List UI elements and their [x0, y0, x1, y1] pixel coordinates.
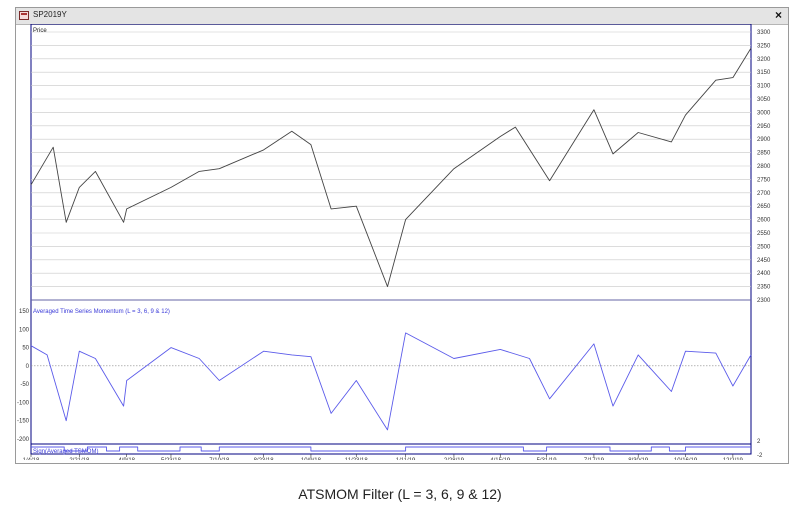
- series-line-price: [30, 47, 752, 288]
- close-button[interactable]: ×: [774, 8, 782, 22]
- y-tick-price-2900: 2900: [757, 137, 771, 143]
- panel-frame-price: [30, 24, 752, 301]
- series-line-sign: [31, 446, 751, 452]
- y-tick-price-3000: 3000: [757, 110, 771, 116]
- x-tick-label: 11/23/18: [345, 458, 369, 460]
- x-tick-label: 2/21/18: [69, 458, 90, 460]
- y-tick-price-3250: 3250: [757, 43, 771, 49]
- x-tick-label: 1/4/18: [23, 458, 40, 460]
- y-tick-price-2700: 2700: [757, 191, 771, 197]
- x-tick-label: 4/15/19: [490, 458, 511, 460]
- y-tick-price-2550: 2550: [757, 231, 771, 237]
- series-line-atsmom: [30, 332, 752, 431]
- y-tick-price-2650: 2650: [757, 204, 771, 210]
- y-tick-sign--2: -2: [757, 453, 763, 459]
- x-tick-label: 8/23/18: [254, 458, 275, 460]
- y-tick-price-2750: 2750: [757, 177, 771, 183]
- x-tick-label: 7/10/18: [209, 458, 230, 460]
- y-tick-atsmom--150: -150: [17, 419, 30, 425]
- panel-frame-atsmom: [30, 299, 752, 445]
- x-tick-label: 10/9/18: [301, 458, 322, 460]
- y-tick-atsmom--50: -50: [20, 382, 29, 388]
- y-tick-price-2500: 2500: [757, 244, 771, 250]
- x-tick-label: 7/17/19: [584, 458, 605, 460]
- y-tick-price-3100: 3100: [757, 84, 771, 90]
- y-tick-price-2400: 2400: [757, 271, 771, 277]
- y-tick-atsmom-100: 100: [19, 327, 30, 333]
- y-tick-price-2600: 2600: [757, 218, 771, 224]
- x-tick-label: 2/28/19: [444, 458, 465, 460]
- y-tick-price-2800: 2800: [757, 164, 771, 170]
- figure-caption: ATSMOM Filter (L = 3, 6, 9 & 12): [298, 486, 502, 502]
- x-tick-label: 8/30/19: [628, 458, 649, 460]
- y-tick-atsmom-50: 50: [22, 346, 29, 352]
- window-title: SP2019Y: [33, 10, 67, 19]
- chart-window: SP2019Y ×: [15, 7, 789, 464]
- y-tick-atsmom-0: 0: [26, 364, 30, 370]
- panel-label-atsmom: Averaged Time Series Momentum (L = 3, 6,…: [33, 309, 170, 315]
- x-tick-label: 1/11/19: [396, 458, 416, 460]
- chart-svg: Price 3300 3250 3200 3150 3100 3050 3000 2950 290…: [17, 24, 771, 460]
- panel-label-sign: Sign(Averaged TSMOM): [33, 449, 98, 455]
- x-tick-label: 5/23/18: [161, 458, 182, 460]
- y-tick-atsmom-150: 150: [19, 309, 30, 315]
- y-tick-price-2950: 2950: [757, 124, 771, 130]
- y-tick-price-2350: 2350: [757, 285, 771, 291]
- y-tick-atsmom--100: -100: [17, 400, 30, 406]
- y-tick-price-2300: 2300: [757, 298, 771, 304]
- x-tick-label: 4/9/18: [118, 458, 135, 460]
- y-tick-price-3300: 3300: [757, 30, 771, 36]
- y-tick-price-3050: 3050: [757, 97, 771, 103]
- y-tick-price-3150: 3150: [757, 70, 771, 76]
- chart-app-icon: [19, 11, 29, 20]
- x-tick-label: 12/2/19: [723, 458, 744, 460]
- y-tick-atsmom--200: -200: [17, 437, 30, 443]
- panel-label-price: Price: [33, 28, 47, 34]
- y-tick-price-2450: 2450: [757, 258, 771, 264]
- x-tick-label: 5/31/19: [537, 458, 558, 460]
- panel-frame-sign: [30, 443, 752, 455]
- x-tick-label: 10/16/19: [674, 458, 698, 460]
- y-tick-price-3200: 3200: [757, 57, 771, 63]
- title-bar: SP2019Y ×: [16, 8, 788, 25]
- y-tick-sign-2: 2: [757, 439, 761, 445]
- y-tick-price-2850: 2850: [757, 151, 771, 157]
